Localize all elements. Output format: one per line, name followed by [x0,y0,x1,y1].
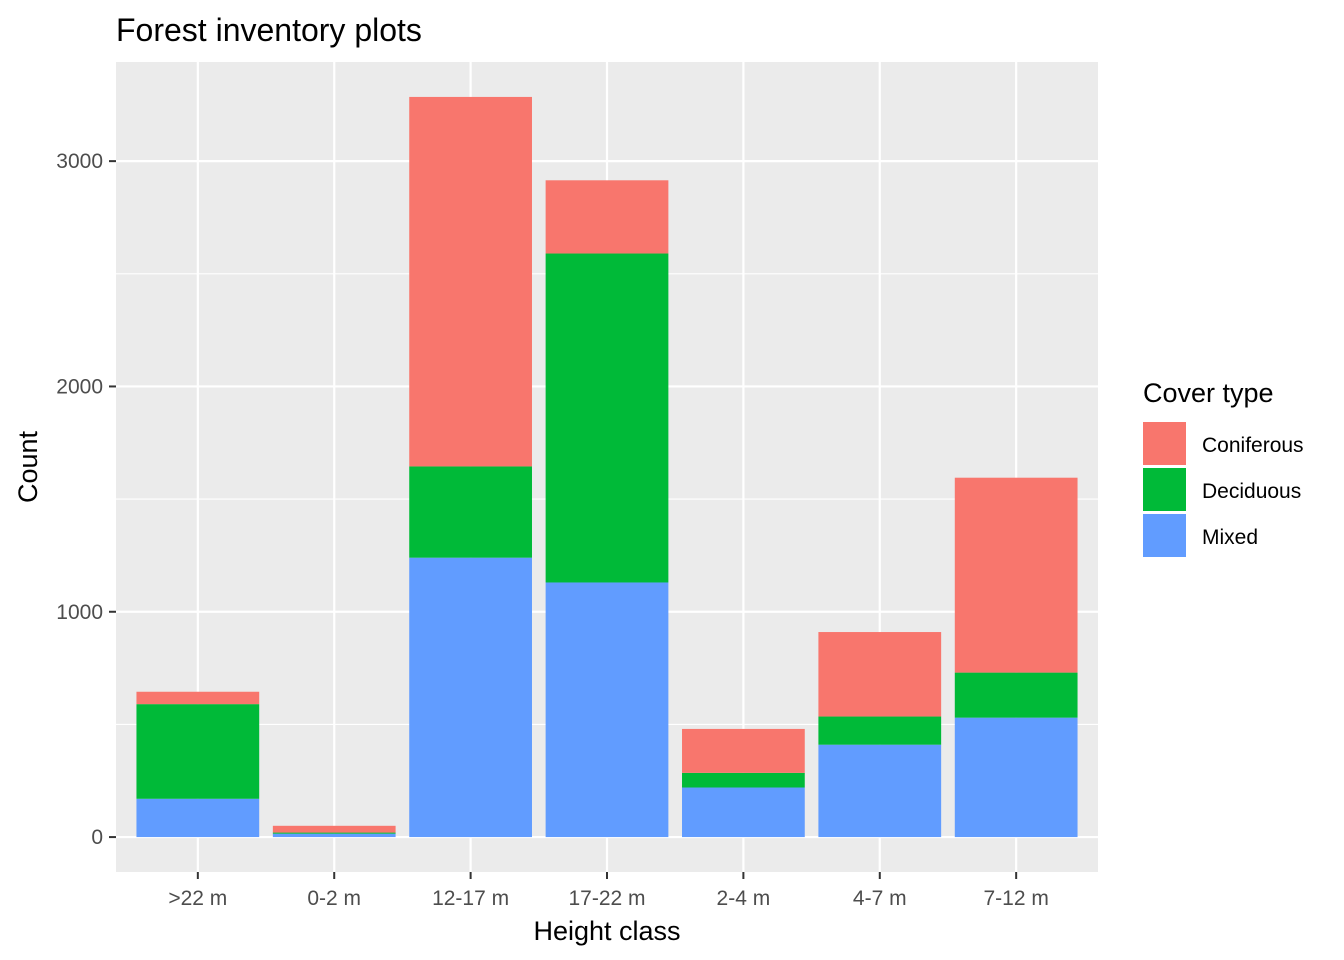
legend-label-deciduous: Deciduous [1202,480,1301,503]
y-axis: 0 1000 2000 3000 [56,150,116,849]
bar-segment-deciduous [954,672,1078,718]
bar-segment-mixed [272,833,396,838]
x-tick-label: >22 m [168,887,227,910]
bar-segment-coniferous [954,477,1078,673]
bar-segment-mixed [545,582,669,838]
bar-segment-coniferous [136,691,260,705]
bars [136,96,1078,838]
y-tick-label: 1000 [56,601,103,624]
legend-label-coniferous: Coniferous [1202,434,1304,457]
bar-segment-coniferous [545,180,669,254]
x-axis-title: Height class [533,916,680,946]
bar-segment-coniferous [818,632,942,717]
y-tick-label: 0 [91,826,103,849]
x-axis: >22 m 0-2 m 12-17 m 17-22 m 2-4 m 4-7 m 7-12 m [168,872,1049,910]
x-tick-label: 4-7 m [853,887,907,910]
x-tick-label: 7-12 m [983,887,1048,910]
legend-swatch-coniferous [1143,422,1186,465]
legend-swatch-mixed [1143,514,1186,557]
bar-segment-mixed [818,744,942,838]
legend: Cover type Coniferous Deciduous Mixed [1143,378,1304,557]
y-axis-title: Count [13,430,43,503]
bar-segment-deciduous [818,716,942,745]
bar-segment-deciduous [682,772,805,788]
x-tick-label: 17-22 m [568,887,645,910]
x-tick-label: 0-2 m [307,887,361,910]
bar-segment-deciduous [545,253,669,583]
bar-segment-deciduous [272,832,396,834]
legend-swatch-deciduous [1143,468,1186,511]
legend-title: Cover type [1143,378,1274,408]
legend-label-mixed: Mixed [1202,526,1258,549]
y-tick-label: 3000 [56,150,103,173]
bar-segment-mixed [954,717,1078,838]
bar-segment-coniferous [682,728,805,773]
bar-segment-deciduous [136,704,260,799]
bar-segment-coniferous [272,825,396,833]
bar-segment-coniferous [409,96,532,467]
bar-segment-mixed [136,798,260,838]
x-tick-label: 12-17 m [432,887,509,910]
bar-segment-mixed [409,557,532,838]
bar-segment-deciduous [409,466,532,558]
chart-title: Forest inventory plots [116,12,422,48]
bar-segment-mixed [682,787,805,838]
x-tick-label: 2-4 m [717,887,771,910]
y-tick-label: 2000 [56,375,103,398]
